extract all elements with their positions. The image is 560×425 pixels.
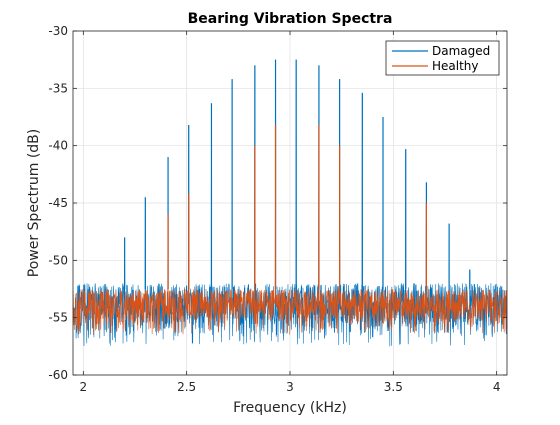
- chart-title: Bearing Vibration Spectra: [188, 11, 393, 27]
- legend-label-healthy: Healthy: [432, 59, 479, 73]
- y-axis-label: Power Spectrum (dB): [26, 129, 42, 277]
- y-tick-label: -35: [48, 81, 68, 95]
- legend-box: [385, 40, 500, 76]
- axis-ticks: 2 2.5 3 3.5 4 -60 -55 -50 -45 -40 -35 -30: [48, 24, 507, 394]
- y-tick-label: -55: [48, 311, 68, 325]
- y-tick-label: -40: [48, 139, 68, 153]
- x-tick-label: 3: [286, 380, 294, 394]
- y-tick-label: -45: [48, 196, 68, 210]
- x-tick-label: 4: [493, 380, 501, 394]
- x-axis-label: Frequency (kHz): [233, 400, 347, 416]
- y-tick-label: -60: [48, 368, 68, 382]
- y-tick-label: -50: [48, 253, 68, 267]
- series-line-healthy: [72, 125, 508, 335]
- series-healthy: [72, 125, 508, 335]
- legend-label-damaged: Damaged: [432, 44, 490, 58]
- x-tick-label: 2: [80, 380, 88, 394]
- x-tick-label: 2.5: [177, 380, 196, 394]
- series-layer: [72, 59, 508, 347]
- x-tick-label: 3.5: [384, 380, 403, 394]
- y-tick-label: -30: [48, 24, 68, 38]
